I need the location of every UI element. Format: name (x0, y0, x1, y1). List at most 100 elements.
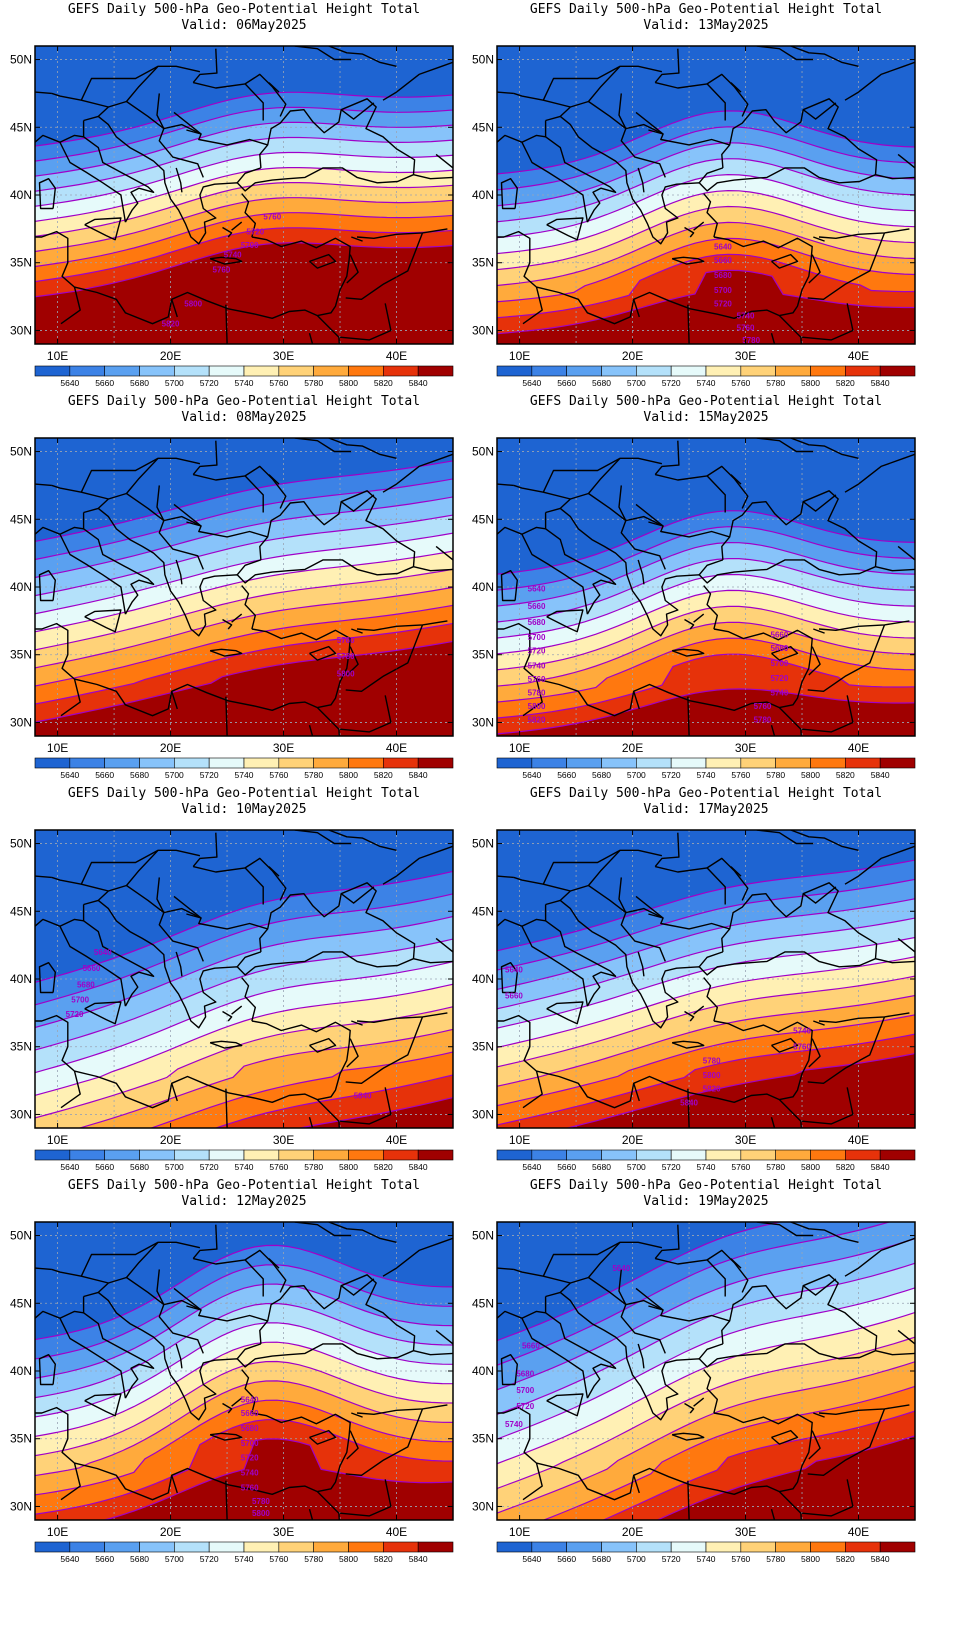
lon-tick-label: 20E (160, 1133, 181, 1147)
coastline (80, 849, 201, 885)
lat-tick-label: 45N (472, 904, 494, 918)
coastline (802, 1278, 837, 1296)
coastline (356, 620, 448, 631)
lon-tick-label: 30E (735, 741, 756, 755)
height-band (35, 1400, 453, 1515)
panel-valid-date: Valid: 10May2025 (181, 802, 306, 817)
contour-label: 5700 (771, 659, 789, 668)
colorbar-label: 5760 (731, 770, 750, 780)
lat-tick-label: 35N (472, 1432, 494, 1446)
colorbar-label: 5760 (269, 1554, 288, 1564)
coastline (807, 624, 886, 692)
colorbar-swatch (531, 1541, 567, 1553)
lat-tick-label: 30N (10, 1499, 32, 1513)
height-contour (35, 182, 453, 237)
height-contour (497, 975, 915, 1068)
colorbar-swatch (705, 757, 742, 769)
coastline (309, 1429, 337, 1445)
contour-label: 5740 (224, 251, 242, 260)
colorbar-swatch (740, 1541, 776, 1553)
height-band (35, 1380, 453, 1495)
lon-tick-label: 20E (160, 1525, 181, 1539)
coastline (801, 1087, 854, 1125)
colorbar-label: 5780 (766, 770, 785, 780)
coastline (82, 120, 155, 223)
lat-tick-label: 50N (472, 1229, 494, 1243)
coastline (236, 1343, 262, 1360)
coastline (808, 646, 821, 676)
colorbar-label: 5780 (304, 770, 323, 780)
height-band (497, 1034, 915, 1128)
height-band (497, 526, 915, 607)
height-band (497, 510, 915, 591)
coastline (542, 457, 663, 493)
contour-label: 5660 (241, 1409, 259, 1418)
coastline (544, 1296, 617, 1399)
height-contour (35, 532, 453, 615)
coastline (339, 303, 392, 341)
height-contour (102, 1438, 453, 1520)
colorbar-label: 5720 (200, 1162, 219, 1172)
contour-label: 5740 (241, 1469, 259, 1478)
panel-title: GEFS Daily 500-hPa Geo-Potential Height … (530, 786, 882, 801)
coastline (435, 1329, 453, 1345)
coastline (497, 91, 514, 95)
coastline (671, 648, 705, 657)
panel-title: GEFS Daily 500-hPa Geo-Potential Height … (68, 2, 420, 17)
height-contour (35, 478, 453, 561)
colorbar-label: 5700 (627, 1554, 646, 1564)
contour-label: 5800 (252, 1509, 270, 1518)
contour-label: 5780 (703, 1056, 721, 1065)
coastline (225, 304, 228, 344)
height-band (35, 137, 453, 207)
height-band (497, 158, 915, 238)
colorbar-swatch (705, 1149, 742, 1161)
coastline (497, 1267, 514, 1271)
lon-tick-label: 20E (622, 349, 643, 363)
colorbar-swatch (845, 365, 881, 377)
coastline (684, 618, 695, 630)
colorbar-label: 5740 (697, 1162, 716, 1172)
colorbar-label: 5720 (662, 1162, 681, 1172)
coastline (756, 438, 814, 453)
colorbar-label: 5820 (374, 378, 393, 388)
contour-label: 5840 (354, 1091, 372, 1100)
coastline (97, 849, 159, 901)
height-contour (497, 221, 915, 287)
colorbar-swatch (243, 757, 280, 769)
coastline (897, 545, 915, 561)
contour-label: 5660 (83, 964, 101, 973)
coastline (497, 526, 589, 615)
panel-valid-date: Valid: 08May2025 (181, 410, 306, 425)
colorbar-label: 5760 (731, 378, 750, 388)
height-band (497, 1222, 890, 1366)
coastline (35, 1406, 351, 1501)
height-band (35, 623, 453, 723)
coastline (790, 830, 859, 851)
height-band (35, 893, 453, 1028)
colorbar-label: 5820 (374, 1554, 393, 1564)
coastline (813, 236, 825, 242)
coastline (38, 962, 56, 994)
coastline (84, 1393, 122, 1417)
colorbar-label: 5720 (200, 770, 219, 780)
contour-label: 5780 (742, 336, 760, 345)
lon-tick-label: 20E (622, 1133, 643, 1147)
height-contour (35, 136, 453, 192)
contour-label: 5640 (528, 584, 546, 593)
coastline (435, 153, 453, 169)
height-contour (542, 1385, 915, 1520)
coastline (346, 646, 359, 676)
colorbar-label: 5820 (836, 1162, 855, 1172)
lat-tick-label: 50N (472, 445, 494, 459)
height-band (497, 879, 915, 990)
coastline (648, 1305, 664, 1311)
height-contour (497, 589, 915, 655)
height-contour (35, 586, 453, 669)
coastline (35, 875, 52, 879)
lon-tick-label: 10E (509, 1133, 530, 1147)
colorbar-label: 5740 (235, 1162, 254, 1172)
colorbar-swatch (705, 1541, 742, 1553)
lon-tick-label: 10E (47, 1133, 68, 1147)
lat-tick-label: 30N (10, 715, 32, 729)
